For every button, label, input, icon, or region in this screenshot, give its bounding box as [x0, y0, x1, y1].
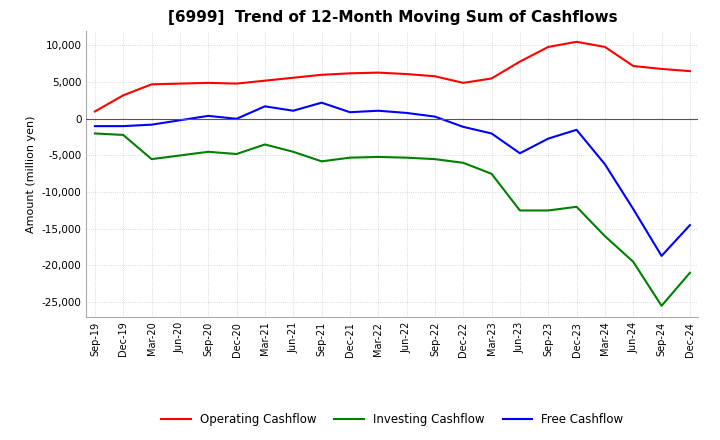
Free Cashflow	[431, 114, 439, 119]
Operating Cashflow	[346, 71, 354, 76]
Free Cashflow	[402, 110, 411, 116]
Investing Cashflow	[459, 160, 467, 165]
Free Cashflow	[629, 206, 637, 212]
Free Cashflow	[572, 127, 581, 132]
Investing Cashflow	[374, 154, 382, 160]
Free Cashflow	[318, 100, 326, 105]
Free Cashflow	[261, 104, 269, 109]
Operating Cashflow	[600, 44, 609, 50]
Investing Cashflow	[516, 208, 524, 213]
Operating Cashflow	[657, 66, 666, 72]
Free Cashflow	[516, 150, 524, 156]
Investing Cashflow	[119, 132, 127, 138]
Investing Cashflow	[487, 171, 496, 176]
Operating Cashflow	[459, 80, 467, 85]
Investing Cashflow	[261, 142, 269, 147]
Free Cashflow	[91, 124, 99, 129]
Operating Cashflow	[204, 80, 212, 85]
Operating Cashflow	[572, 39, 581, 44]
Free Cashflow	[289, 108, 297, 114]
Investing Cashflow	[685, 270, 694, 275]
Free Cashflow	[487, 131, 496, 136]
Line: Free Cashflow: Free Cashflow	[95, 103, 690, 256]
Operating Cashflow	[487, 76, 496, 81]
Operating Cashflow	[544, 44, 552, 50]
Investing Cashflow	[91, 131, 99, 136]
Investing Cashflow	[148, 157, 156, 162]
Operating Cashflow	[119, 93, 127, 98]
Operating Cashflow	[148, 82, 156, 87]
Investing Cashflow	[204, 149, 212, 154]
Investing Cashflow	[346, 155, 354, 160]
Investing Cashflow	[318, 159, 326, 164]
Free Cashflow	[600, 161, 609, 167]
Free Cashflow	[685, 223, 694, 228]
Title: [6999]  Trend of 12-Month Moving Sum of Cashflows: [6999] Trend of 12-Month Moving Sum of C…	[168, 11, 617, 26]
Free Cashflow	[459, 124, 467, 129]
Free Cashflow	[233, 116, 241, 121]
Investing Cashflow	[289, 149, 297, 154]
Free Cashflow	[204, 113, 212, 118]
Operating Cashflow	[431, 73, 439, 79]
Operating Cashflow	[629, 63, 637, 69]
Operating Cashflow	[685, 69, 694, 74]
Investing Cashflow	[572, 204, 581, 209]
Operating Cashflow	[91, 109, 99, 114]
Free Cashflow	[148, 122, 156, 127]
Free Cashflow	[374, 108, 382, 114]
Y-axis label: Amount (million yen): Amount (million yen)	[26, 115, 36, 233]
Investing Cashflow	[176, 153, 184, 158]
Free Cashflow	[176, 117, 184, 123]
Investing Cashflow	[600, 234, 609, 239]
Operating Cashflow	[289, 75, 297, 81]
Investing Cashflow	[233, 151, 241, 157]
Legend: Operating Cashflow, Investing Cashflow, Free Cashflow: Operating Cashflow, Investing Cashflow, …	[156, 409, 629, 431]
Operating Cashflow	[318, 72, 326, 77]
Investing Cashflow	[431, 157, 439, 162]
Investing Cashflow	[544, 208, 552, 213]
Operating Cashflow	[374, 70, 382, 75]
Investing Cashflow	[402, 155, 411, 160]
Line: Operating Cashflow: Operating Cashflow	[95, 42, 690, 111]
Operating Cashflow	[261, 78, 269, 83]
Investing Cashflow	[629, 259, 637, 264]
Free Cashflow	[544, 136, 552, 141]
Investing Cashflow	[657, 303, 666, 308]
Operating Cashflow	[233, 81, 241, 86]
Operating Cashflow	[176, 81, 184, 86]
Free Cashflow	[657, 253, 666, 259]
Operating Cashflow	[402, 71, 411, 77]
Line: Investing Cashflow: Investing Cashflow	[95, 133, 690, 306]
Free Cashflow	[346, 110, 354, 115]
Free Cashflow	[119, 124, 127, 129]
Operating Cashflow	[516, 59, 524, 64]
